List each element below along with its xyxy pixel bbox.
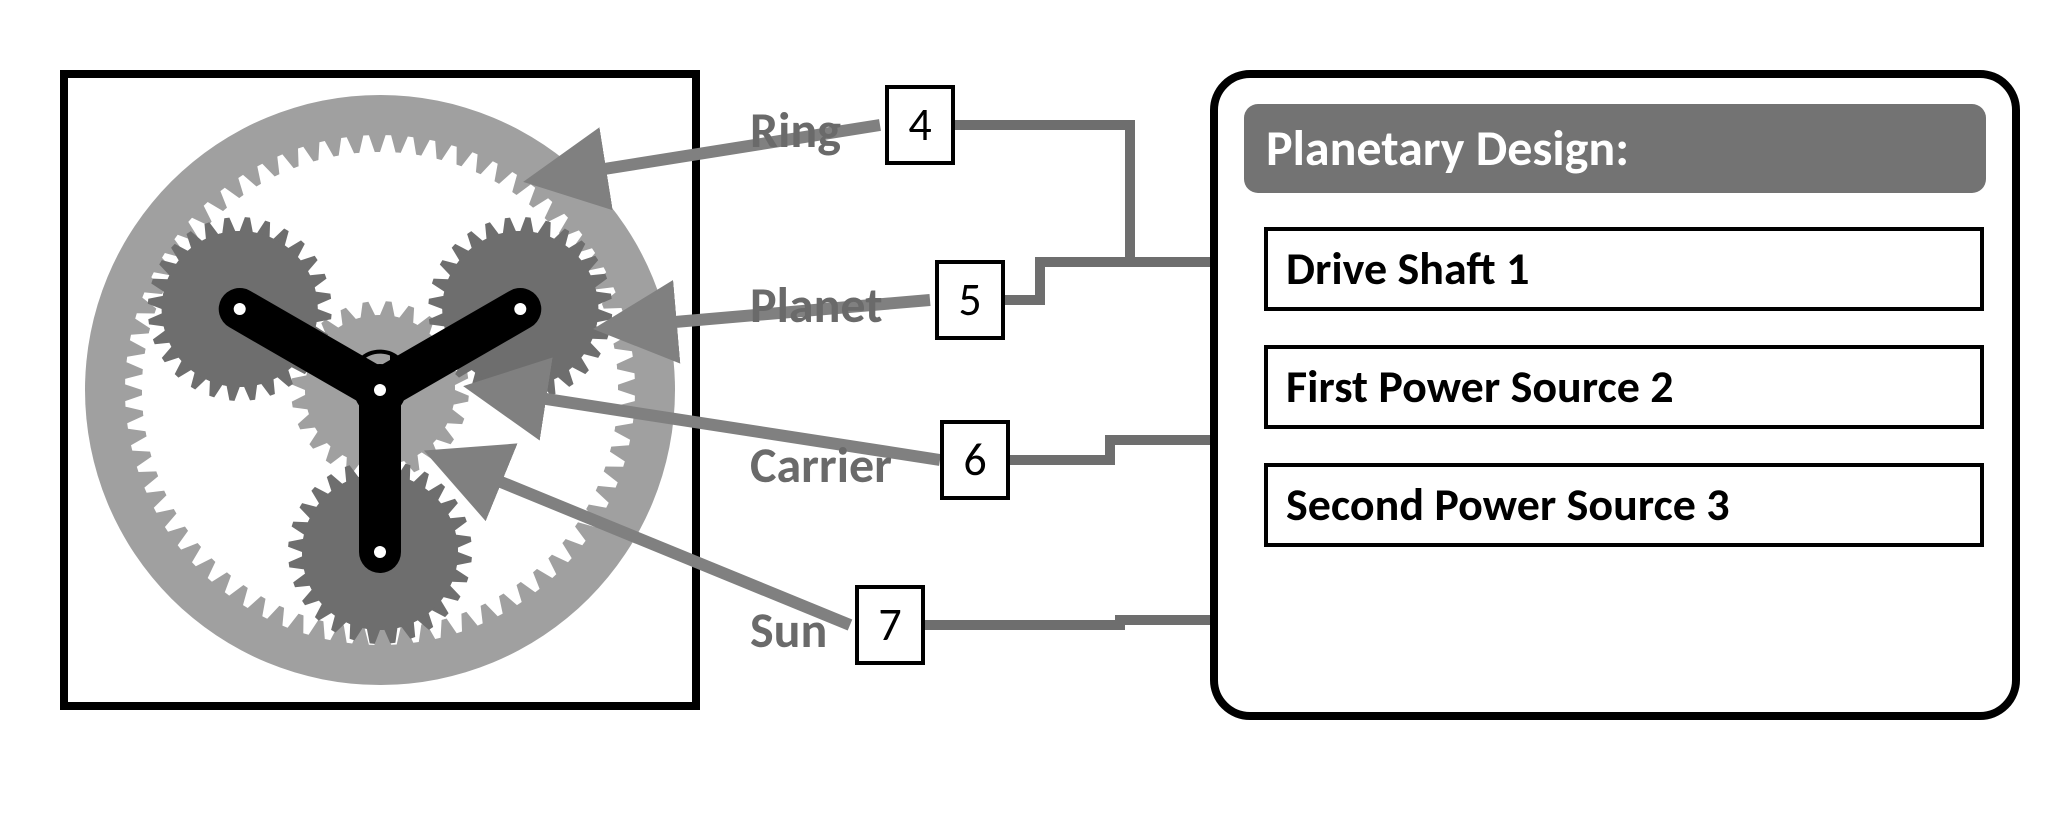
label-planet-text: Planet: [750, 275, 883, 336]
panel-item-first-power: First Power Source 2: [1264, 345, 1984, 429]
label-planet-number: 5: [935, 260, 1005, 340]
gear-illustration-box: [60, 70, 700, 710]
panel-item-second-power: Second Power Source 3: [1264, 463, 1984, 547]
label-sun-number: 7: [855, 585, 925, 665]
planetary-gear-icon: [68, 78, 692, 702]
diagram-container: Ring 4 Planet 5 Carrier 6 Sun 7 Planetar…: [60, 40, 2020, 800]
label-carrier-number: 6: [940, 420, 1010, 500]
panel-title: Planetary Design:: [1244, 104, 1986, 193]
planetary-design-panel: Planetary Design: Drive Shaft 1 First Po…: [1210, 70, 2020, 720]
label-ring-number: 4: [885, 85, 955, 165]
label-carrier-text: Carrier: [750, 435, 892, 496]
label-sun-text: Sun: [750, 600, 827, 661]
label-ring-text: Ring: [750, 100, 841, 161]
panel-item-drive-shaft: Drive Shaft 1: [1264, 227, 1984, 311]
